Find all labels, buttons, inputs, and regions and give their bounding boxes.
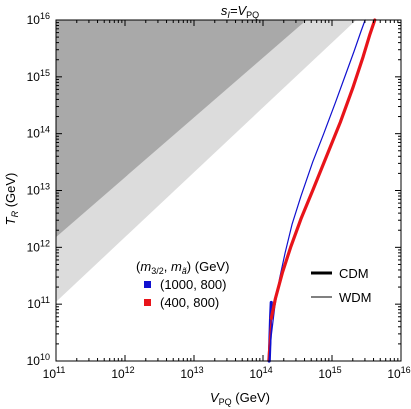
legend-params-title: (m3/2, mã) (GeV): [136, 259, 229, 276]
xlabel-unit: (GeV): [232, 390, 270, 405]
axis-ticks: [55, 19, 402, 362]
legend-unit: (GeV): [191, 259, 229, 274]
y-tick-label: 1014: [27, 125, 50, 141]
shaded-regions: [56, 20, 357, 302]
y-tick-label: 1015: [27, 68, 50, 84]
title-sub: I: [227, 10, 230, 20]
x-tick-label: 1016: [387, 365, 410, 381]
title-rest: =V: [230, 3, 248, 18]
legend-parameters: (m3/2, mã) (GeV) (1000, 800) (400, 800): [136, 259, 229, 310]
ylabel-unit: (GeV): [3, 173, 18, 211]
y-axis-title: TR (GeV): [3, 173, 20, 226]
ylabel-main: T: [3, 216, 18, 225]
y-tick-label: 1016: [27, 11, 50, 27]
xlabel-main: V: [210, 390, 220, 405]
chart-title: sI=VPQ: [221, 3, 259, 20]
y-tick-label: 1012: [27, 238, 50, 254]
legend-sep: ,: [164, 259, 171, 274]
x-tick-label: 1013: [180, 365, 203, 381]
legend-swatch-blue: [144, 281, 151, 288]
y-tick-label: 1013: [27, 182, 50, 198]
title-s: s: [221, 3, 228, 18]
x-tick-label: 1012: [111, 365, 134, 381]
legend-entry-red: (400, 800): [160, 295, 219, 310]
xlabel-sub: PQ: [219, 397, 232, 407]
legend-m2-sub: ã: [182, 266, 187, 276]
curve-3: [269, 18, 377, 320]
x-tick-label: 1015: [318, 365, 341, 381]
title-rest-sub: PQ: [246, 10, 259, 20]
legend-swatch-red: [144, 299, 151, 306]
x-axis-title: VPQ (GeV): [210, 390, 270, 407]
legend-cdm: CDM: [339, 266, 369, 281]
curve-2: [267, 317, 272, 362]
legend-m1-sub: 3/2: [151, 266, 164, 276]
tick-labels: 1011 1012 1013 1014 1015 10161010101110121013…: [27, 11, 411, 381]
ylabel-sub: R: [10, 210, 20, 217]
x-tick-label: 1011: [43, 365, 66, 381]
legend-entry-blue: (1000, 800): [160, 277, 227, 292]
legend-m1: m: [140, 259, 151, 274]
shaded-region-1: [56, 20, 307, 238]
legend-wdm: WDM: [339, 290, 372, 305]
legend-line-types: CDM WDM: [311, 266, 372, 305]
x-tick-label: 1014: [249, 365, 272, 381]
legend-m2: m: [171, 259, 182, 274]
legend-close: ): [187, 259, 191, 274]
y-tick-label: 1011: [27, 295, 50, 311]
y-tick-label: 1010: [27, 352, 50, 368]
curves: [267, 18, 377, 363]
legend-open: (: [136, 259, 141, 274]
